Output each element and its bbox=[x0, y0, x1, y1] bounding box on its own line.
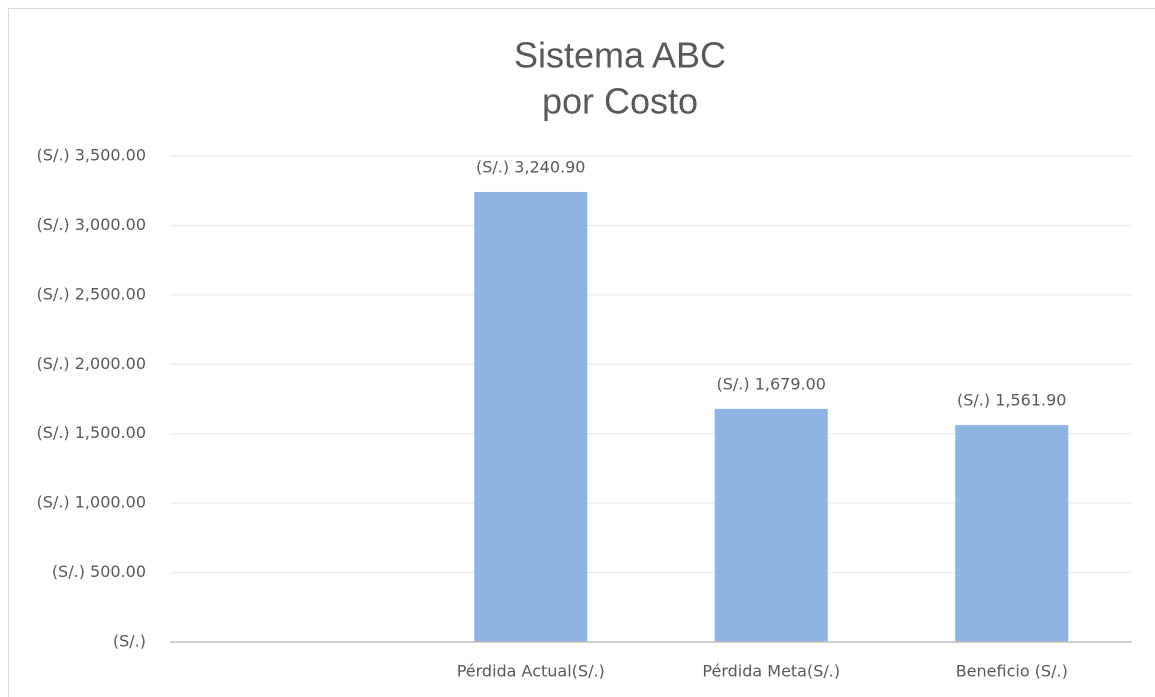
data-label: (S/.) 1,679.00 bbox=[717, 374, 826, 393]
y-tick-label: (S/.) 500.00 bbox=[52, 562, 146, 581]
x-tick-label: Beneficio (S/.) bbox=[956, 662, 1068, 681]
y-tick-label: (S/.) 3,000.00 bbox=[37, 215, 146, 234]
chart-title: Sistema ABC bbox=[514, 35, 726, 76]
y-tick-label: (S/.) 2,000.00 bbox=[37, 354, 146, 373]
y-tick-label: (S/.) 1,000.00 bbox=[37, 493, 146, 512]
y-tick-label: (S/.) 2,500.00 bbox=[37, 284, 146, 303]
x-tick-label: Pérdida Meta(S/.) bbox=[702, 662, 840, 681]
y-tick-label: (S/.) 1,500.00 bbox=[37, 423, 146, 442]
x-tick-label: Pérdida Actual(S/.) bbox=[457, 662, 605, 681]
bar bbox=[714, 408, 828, 642]
chart-title: por Costo bbox=[542, 81, 698, 122]
bar bbox=[474, 191, 588, 642]
data-label: (S/.) 3,240.90 bbox=[476, 157, 585, 176]
y-tick-label: (S/.) 3,500.00 bbox=[37, 146, 146, 165]
y-tick-label: (S/.) bbox=[113, 632, 146, 651]
data-label: (S/.) 1,561.90 bbox=[957, 391, 1066, 410]
bar bbox=[955, 425, 1069, 642]
